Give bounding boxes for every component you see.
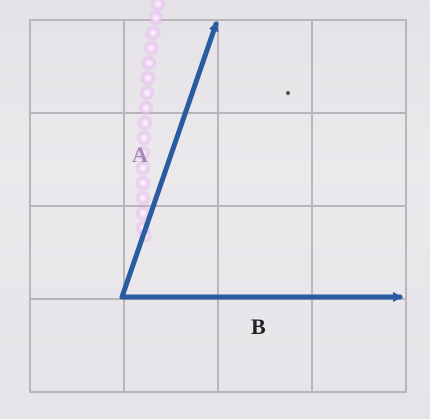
vector-a-label: A	[132, 142, 148, 167]
speck-mark	[286, 91, 290, 95]
vector-b-label: B	[251, 314, 266, 339]
vector-a-arrow	[119, 21, 219, 300]
glare-highlight	[135, 0, 166, 243]
